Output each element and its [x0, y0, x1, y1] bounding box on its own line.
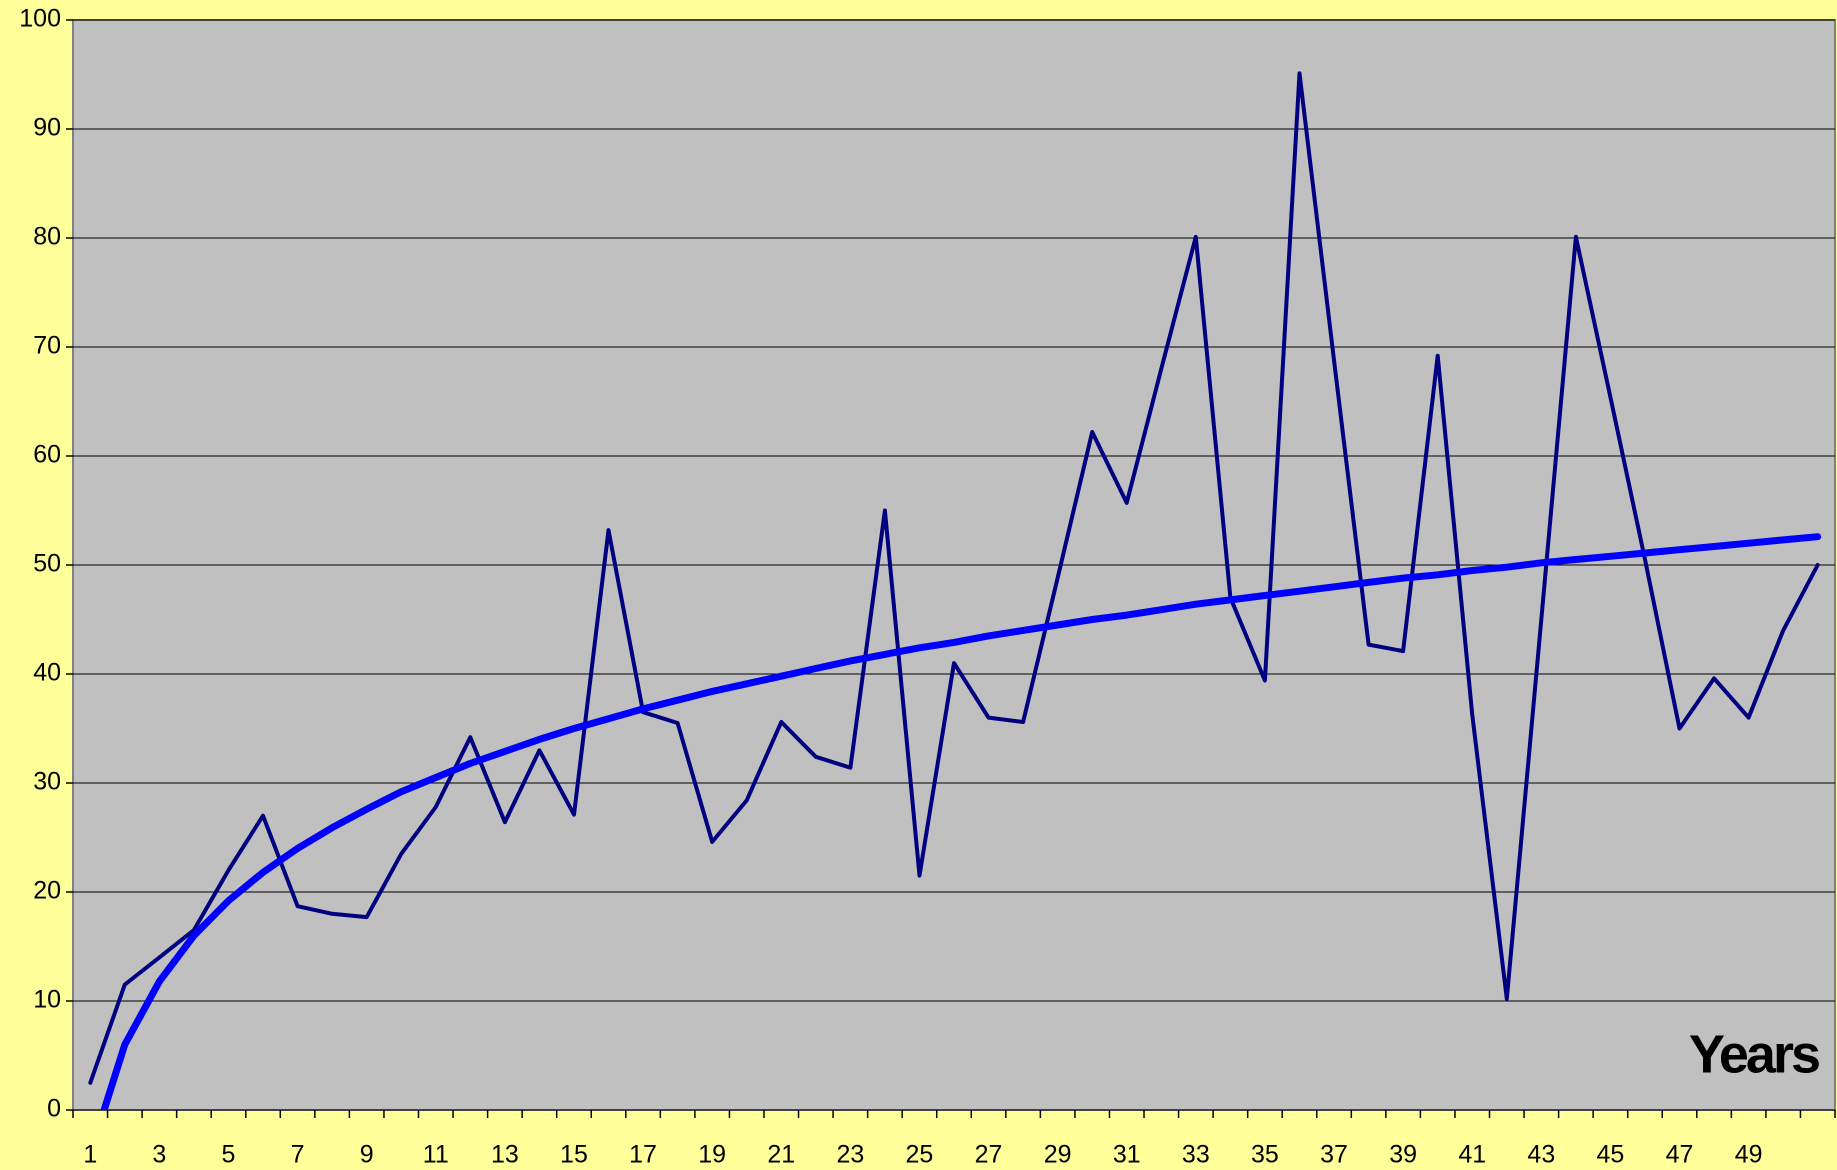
x-tick-label: 21	[767, 1141, 795, 1169]
x-axis-title: Years	[1689, 1024, 1819, 1084]
x-tick-label: 49	[1735, 1141, 1763, 1169]
x-tick-label: 1	[83, 1141, 97, 1169]
x-tick-label: 13	[491, 1141, 519, 1169]
y-tick-label: 10	[33, 986, 61, 1014]
x-tick-label: 43	[1527, 1141, 1555, 1169]
x-tick-label: 7	[291, 1141, 305, 1169]
y-tick-label: 90	[33, 114, 61, 142]
x-tick-label: 15	[560, 1141, 588, 1169]
x-tick-label: 11	[423, 1141, 449, 1169]
x-tick-label: 45	[1597, 1141, 1625, 1169]
y-tick-label: 30	[33, 768, 61, 796]
x-tick-label: 23	[836, 1141, 864, 1169]
x-tick-label: 35	[1251, 1141, 1279, 1169]
x-tick-label: 47	[1666, 1141, 1694, 1169]
page: Years 0102030405060708090100135791113151…	[0, 0, 1837, 1170]
y-tick-label: 100	[19, 5, 61, 33]
x-tick-label: 41	[1458, 1141, 1486, 1169]
x-tick-label: 5	[222, 1141, 236, 1169]
y-tick-label: 0	[47, 1095, 61, 1123]
x-tick-label: 27	[975, 1141, 1003, 1169]
x-tick-label: 19	[698, 1141, 726, 1169]
y-tick-label: 70	[33, 332, 61, 360]
x-tick-label: 37	[1320, 1141, 1348, 1169]
x-tick-label: 39	[1389, 1141, 1417, 1169]
x-tick-label: 17	[629, 1141, 657, 1169]
x-tick-label: 9	[360, 1141, 374, 1169]
x-tick-label: 33	[1182, 1141, 1210, 1169]
y-tick-label: 80	[33, 223, 61, 251]
x-tick-label: 3	[152, 1141, 166, 1169]
y-tick-label: 40	[33, 659, 61, 687]
x-tick-label: 29	[1044, 1141, 1072, 1169]
y-tick-label: 60	[33, 441, 61, 469]
chart: Years 0102030405060708090100135791113151…	[0, 0, 1837, 1170]
x-tick-label: 31	[1113, 1141, 1141, 1169]
y-tick-label: 20	[33, 877, 61, 905]
x-tick-label: 25	[906, 1141, 934, 1169]
y-tick-label: 50	[33, 550, 61, 578]
